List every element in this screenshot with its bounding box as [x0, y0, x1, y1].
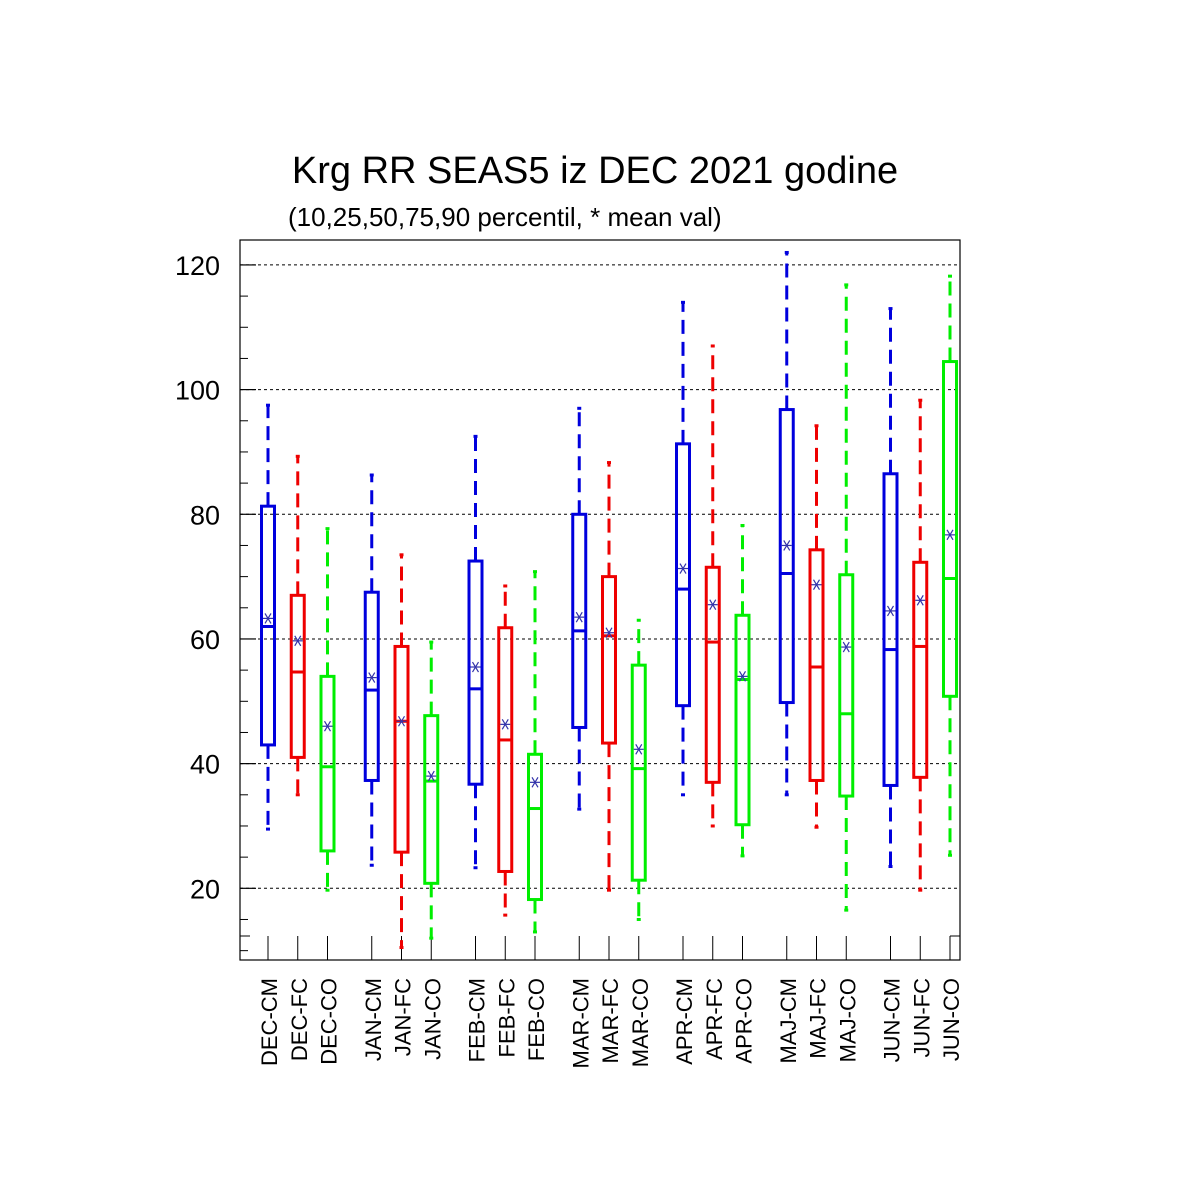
plot-frame: [239, 239, 961, 961]
chart-subtitle: (10,25,50,75,90 percentil, * mean val): [288, 202, 722, 232]
y-tick-label: 120: [175, 251, 220, 281]
x-tick-label: FEB-CM: [465, 978, 490, 1062]
mean-marker: [322, 720, 333, 732]
x-tick-label: MAJ-CO: [835, 978, 860, 1062]
box: [393, 644, 410, 854]
mean-marker: [263, 613, 273, 624]
mean-marker: [470, 661, 481, 673]
box: [882, 472, 899, 787]
mean-marker: [841, 641, 852, 653]
y-tick-label: 80: [190, 500, 220, 530]
x-tick-label: MAR-FC: [598, 978, 623, 1064]
x-tick-label: JUN-FC: [909, 978, 934, 1058]
x-tick-label: APR-CO: [732, 978, 757, 1064]
x-tick-label: MAR-CM: [568, 978, 593, 1068]
mean-marker: [396, 715, 407, 727]
box: [630, 663, 647, 882]
mean-marker: [678, 563, 688, 574]
x-tick-label: JAN-CM: [361, 978, 386, 1061]
box: [778, 408, 795, 705]
box: [601, 575, 617, 745]
x-tick-label: MAJ-CM: [776, 978, 801, 1064]
box: [289, 593, 306, 759]
x-tick-label: MAR-CO: [628, 978, 653, 1067]
x-tick-label: FEB-FC: [494, 978, 519, 1058]
box: [363, 590, 380, 782]
mean-marker: [885, 605, 896, 617]
mean-marker: [500, 719, 511, 730]
mean-marker: [945, 529, 955, 541]
box: [423, 714, 440, 885]
box: [319, 674, 336, 853]
y-tick-label: 100: [175, 376, 220, 406]
x-tick-label: FEB-CO: [524, 978, 549, 1061]
box: [912, 560, 929, 779]
mean-marker: [915, 595, 926, 606]
x-tick-label: JUN-CM: [880, 978, 905, 1062]
x-tick-label: MAJ-FC: [806, 978, 831, 1059]
box: [497, 626, 514, 873]
box: [467, 559, 484, 786]
y-tick-label: 40: [190, 750, 220, 780]
y-tick-label: 20: [190, 874, 220, 904]
box: [527, 752, 543, 902]
mean-marker: [292, 635, 303, 647]
mean-marker: [604, 627, 614, 639]
mean-marker: [811, 579, 822, 591]
x-tick-label: DEC-FC: [287, 978, 312, 1061]
mean-marker: [707, 599, 718, 610]
x-tick-label: JAN-CO: [420, 978, 445, 1060]
x-tick-label: APR-FC: [702, 978, 727, 1060]
mean-marker: [574, 611, 585, 623]
y-tick-label: 60: [190, 625, 220, 655]
mean-marker: [426, 770, 437, 782]
box: [704, 565, 721, 784]
mean-marker: [366, 672, 377, 683]
x-tick-label: APR-CM: [672, 978, 697, 1065]
box: [571, 512, 588, 729]
x-tick-label: DEC-CO: [317, 978, 342, 1065]
mean-marker: [530, 777, 540, 788]
x-tick-label: DEC-CM: [257, 978, 282, 1066]
x-tick-label: JUN-CO: [939, 978, 964, 1061]
box: [942, 360, 958, 698]
box: [675, 442, 691, 708]
chart-title: Krg RR SEAS5 iz DEC 2021 godine: [291, 150, 899, 192]
mean-marker: [781, 540, 792, 551]
x-tick-label: JAN-FC: [391, 978, 416, 1056]
box: [808, 548, 825, 782]
mean-marker: [633, 743, 644, 755]
box: [838, 573, 855, 798]
mean-marker: [737, 671, 748, 682]
box: [734, 613, 751, 827]
